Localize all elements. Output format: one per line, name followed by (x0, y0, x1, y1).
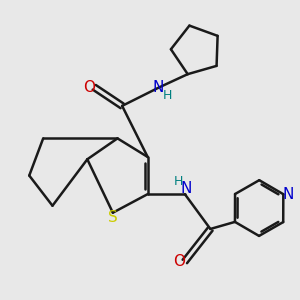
Text: N: N (282, 187, 294, 202)
Text: O: O (173, 254, 185, 269)
Text: O: O (83, 80, 95, 95)
Text: N: N (181, 181, 192, 196)
Text: N: N (153, 80, 164, 95)
Text: H: H (174, 175, 183, 188)
Text: S: S (108, 210, 118, 225)
Text: H: H (163, 89, 172, 102)
